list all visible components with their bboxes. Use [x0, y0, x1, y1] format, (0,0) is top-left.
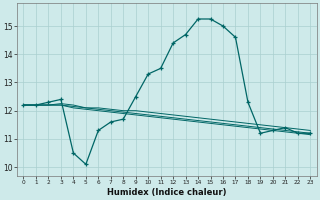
X-axis label: Humidex (Indice chaleur): Humidex (Indice chaleur): [107, 188, 227, 197]
